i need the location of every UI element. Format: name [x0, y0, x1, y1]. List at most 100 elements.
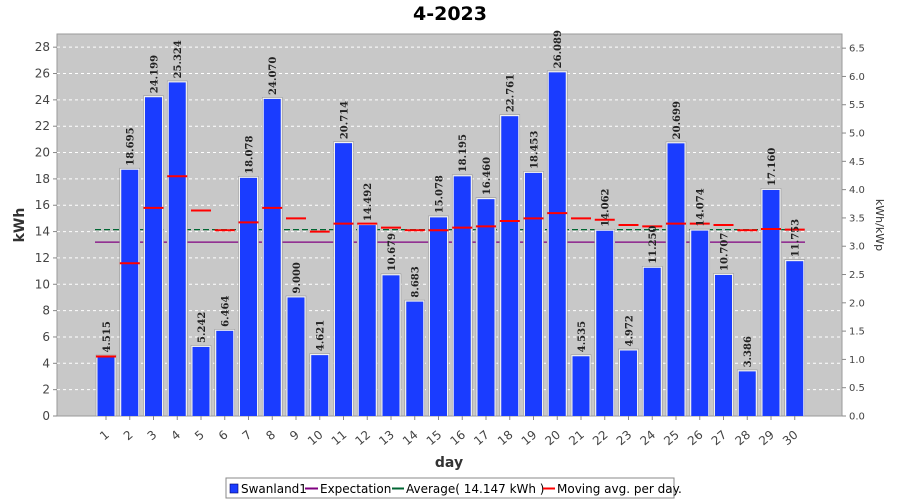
y2-axis: 0.0 0.5 1.0 1.5 2.0 2.5 3.0 3.5 4.0 4.5 5.0 5.5 6.0 6…	[842, 44, 865, 423]
y-tick-label: 16	[35, 198, 50, 212]
chart-title: 4-2023	[413, 3, 487, 25]
x-tick-label: 7	[240, 428, 255, 444]
x-tick-label: 1	[97, 428, 112, 444]
legend-label-moving-average: Moving avg. per day.	[557, 482, 682, 496]
y2-tick-label: 5.5	[849, 100, 865, 111]
x-tick-label: 6	[216, 428, 231, 444]
y2-tick-label: 2.0	[849, 298, 865, 309]
x-tick-label: 22	[590, 428, 611, 449]
y2-tick-label: 1.5	[849, 327, 865, 338]
bar	[620, 350, 637, 416]
y2-tick-label: 5.0	[849, 129, 865, 140]
bar-value-label: 16.460	[482, 157, 493, 195]
y2-tick-label: 4.5	[849, 157, 865, 168]
bar-value-label: 18.695	[126, 127, 137, 165]
x-tick-label: 23	[614, 428, 635, 449]
value-labels: 4.515 18.695 24.199 25.324 5.242 6.464 18.078 2…	[102, 30, 802, 367]
y-tick-label: 26	[35, 67, 50, 81]
x-tick-label: 10	[305, 428, 326, 449]
bar-value-label: 20.714	[340, 101, 351, 139]
legend-label-swanland1: Swanland1	[241, 482, 307, 496]
bar	[643, 267, 661, 416]
bar	[335, 143, 352, 417]
x-tick-label: 15	[424, 428, 445, 449]
bar-value-label: 3.386	[743, 336, 754, 367]
bar-value-label: 15.078	[435, 175, 446, 213]
bar	[762, 189, 780, 416]
bar	[738, 371, 756, 416]
bar-value-label: 8.683	[411, 266, 422, 297]
x-axis: 1 2 3 4 5 6 7 8 9 10 11 12 13 14 15 16 17 18 19 20 21 22 23 24 2…	[97, 416, 801, 448]
y2-tick-label: 2.5	[849, 270, 865, 281]
x-tick-label: 28	[732, 428, 753, 449]
bar	[786, 261, 804, 416]
bar-value-label: 11.753	[791, 219, 802, 257]
x-tick-label: 18	[495, 428, 516, 449]
bar-value-label: 22.761	[506, 74, 517, 112]
bar-value-label: 4.515	[102, 321, 113, 352]
y2-tick-label: 0.5	[849, 383, 865, 394]
bar-value-label: 20.699	[672, 101, 683, 139]
x-tick-label: 26	[685, 428, 706, 449]
y2-tick-label: 1.0	[849, 355, 865, 366]
x-tick-label: 29	[756, 428, 777, 449]
x-tick-label: 14	[400, 428, 421, 449]
y-tick-label: 10	[35, 277, 50, 291]
y-tick-label: 4	[42, 356, 50, 370]
x-tick-label: 21	[566, 428, 587, 449]
bar	[287, 297, 305, 416]
bar-value-label: 24.199	[150, 55, 161, 93]
bar	[311, 355, 329, 416]
bar-value-label: 18.453	[530, 131, 541, 169]
bar	[525, 172, 542, 416]
bar-value-label: 10.679	[387, 233, 398, 271]
bar-value-label: 25.324	[173, 40, 184, 78]
bar-value-label: 10.707	[720, 233, 731, 271]
legend-box	[225, 477, 675, 499]
y-axis-title: kWh	[12, 208, 28, 243]
x-tick-label: 27	[709, 428, 730, 449]
bar-value-label: 5.242	[197, 312, 208, 343]
y2-tick-label: 3.0	[849, 242, 865, 253]
y2-tick-label: 6.0	[849, 72, 865, 83]
x-tick-label: 24	[637, 428, 658, 449]
y2-tick-label: 0.0	[849, 412, 865, 423]
bar-value-label: 6.464	[221, 295, 232, 326]
moving-average-marks	[96, 175, 805, 358]
bar	[145, 97, 162, 417]
x-tick-label: 17	[471, 428, 492, 449]
bar-value-label: 4.621	[316, 320, 327, 351]
bar	[406, 301, 424, 416]
bars	[95, 70, 806, 417]
bar	[453, 176, 471, 416]
x-tick-label: 12	[352, 428, 373, 449]
bar	[715, 274, 732, 416]
reference-lines	[95, 229, 805, 243]
x-tick-label: 4	[168, 428, 183, 444]
y-tick-label: 18	[35, 172, 50, 186]
x-tick-label: 20	[542, 428, 563, 449]
bar-value-label: 24.070	[268, 57, 279, 95]
x-tick-label: 3	[145, 428, 160, 444]
bar	[548, 72, 566, 416]
y-tick-label: 0	[42, 409, 50, 423]
bar-value-label: 9.000	[292, 262, 303, 293]
bar-value-label: 14.062	[601, 188, 612, 226]
y-tick-label: 22	[35, 119, 50, 133]
grid	[57, 46, 842, 391]
bar	[691, 230, 709, 416]
x-tick-label: 25	[661, 428, 682, 449]
bar	[240, 177, 257, 416]
bar	[192, 346, 210, 416]
bar-value-label: 18.195	[458, 134, 469, 172]
legend-swatch-swanland1	[229, 483, 239, 494]
y-tick-label: 28	[35, 40, 50, 54]
bar	[263, 98, 281, 416]
bar	[216, 330, 234, 416]
x-tick-label: 19	[519, 428, 540, 449]
legend: Swanland1 Expectation Average( 14.147 kW…	[225, 477, 682, 499]
bar	[168, 82, 186, 417]
